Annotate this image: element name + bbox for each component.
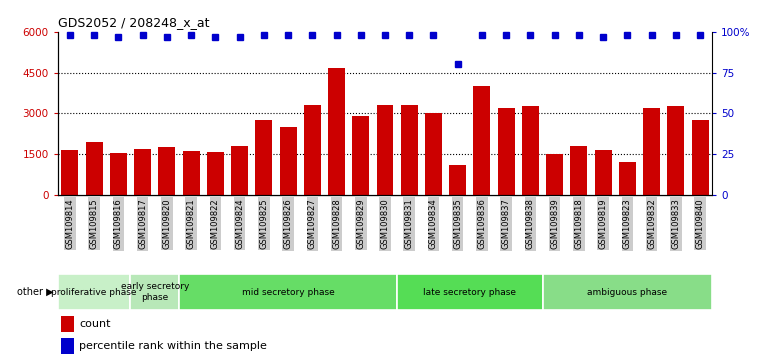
Bar <box>449 165 466 195</box>
Text: proliferative phase: proliferative phase <box>52 287 137 297</box>
Text: GSM109818: GSM109818 <box>574 199 584 249</box>
Bar <box>691 120 708 195</box>
Bar <box>497 108 514 195</box>
Text: GSM109836: GSM109836 <box>477 199 487 250</box>
Bar <box>571 146 588 195</box>
Bar <box>400 105 417 195</box>
Bar <box>397 274 543 310</box>
Text: GSM109815: GSM109815 <box>89 199 99 249</box>
Text: ambiguous phase: ambiguous phase <box>588 287 668 297</box>
Text: GSM109822: GSM109822 <box>211 199 219 249</box>
Text: GSM109834: GSM109834 <box>429 199 438 249</box>
Text: GSM109829: GSM109829 <box>357 199 365 249</box>
Text: GSM109837: GSM109837 <box>502 199 511 250</box>
Text: GSM109831: GSM109831 <box>405 199 413 249</box>
Text: GSM109830: GSM109830 <box>380 199 390 249</box>
Text: GSM109833: GSM109833 <box>671 199 681 250</box>
Bar <box>207 152 224 195</box>
Text: mid secretory phase: mid secretory phase <box>242 287 334 297</box>
Text: GSM109821: GSM109821 <box>186 199 196 249</box>
Text: GSM109820: GSM109820 <box>162 199 172 249</box>
Bar <box>522 107 539 195</box>
Bar <box>643 108 660 195</box>
Bar <box>474 86 490 195</box>
Text: GDS2052 / 208248_x_at: GDS2052 / 208248_x_at <box>58 16 209 29</box>
Bar <box>668 107 685 195</box>
Text: GSM109827: GSM109827 <box>308 199 316 249</box>
Bar <box>62 150 79 195</box>
Text: GSM109840: GSM109840 <box>695 199 705 249</box>
Text: GSM109814: GSM109814 <box>65 199 75 249</box>
Bar <box>179 274 397 310</box>
Text: GSM109816: GSM109816 <box>114 199 123 249</box>
Text: other ▶: other ▶ <box>17 287 54 297</box>
Bar <box>425 113 442 195</box>
Bar <box>304 105 321 195</box>
Bar <box>280 127 296 195</box>
Text: GSM109817: GSM109817 <box>138 199 147 249</box>
Bar <box>377 105 393 195</box>
Bar <box>130 274 179 310</box>
Bar <box>543 274 712 310</box>
Bar <box>353 116 370 195</box>
Text: GSM109828: GSM109828 <box>332 199 341 249</box>
Bar <box>110 153 127 195</box>
Bar <box>256 120 273 195</box>
Text: GSM109826: GSM109826 <box>283 199 293 249</box>
Bar <box>85 142 102 195</box>
Bar <box>619 162 636 195</box>
Bar <box>546 154 563 195</box>
Bar <box>134 149 151 195</box>
Bar <box>231 146 248 195</box>
Text: GSM109824: GSM109824 <box>235 199 244 249</box>
Bar <box>61 316 74 332</box>
Text: GSM109819: GSM109819 <box>598 199 608 249</box>
Bar <box>594 150 611 195</box>
Bar <box>328 69 345 195</box>
Text: GSM109839: GSM109839 <box>551 199 559 249</box>
Bar <box>182 151 199 195</box>
Bar <box>61 337 74 354</box>
Text: early secretory
phase: early secretory phase <box>121 282 189 302</box>
Text: GSM109835: GSM109835 <box>454 199 462 249</box>
Text: GSM109832: GSM109832 <box>647 199 656 249</box>
Bar <box>58 274 130 310</box>
Text: GSM109823: GSM109823 <box>623 199 632 249</box>
Text: percentile rank within the sample: percentile rank within the sample <box>79 341 267 350</box>
Text: late secretory phase: late secretory phase <box>424 287 517 297</box>
Text: GSM109825: GSM109825 <box>259 199 268 249</box>
Text: count: count <box>79 319 111 329</box>
Bar <box>159 147 176 195</box>
Text: GSM109838: GSM109838 <box>526 199 535 250</box>
